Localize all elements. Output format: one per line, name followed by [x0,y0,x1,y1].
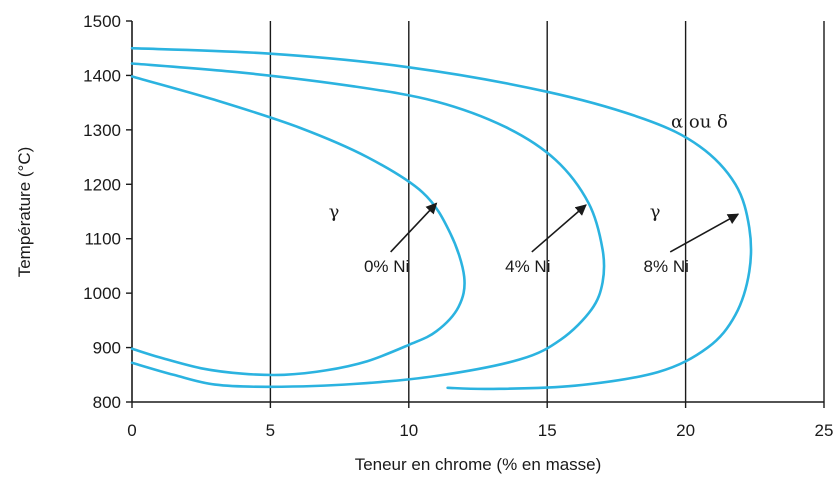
x-tick-label-5: 5 [266,421,275,440]
y-tick-label-800: 800 [93,393,121,412]
annotation-label-0: γ [329,202,340,223]
annotation-label-1: γ [650,202,661,223]
x-tick-label-20: 20 [676,421,695,440]
annotation-label-4: 4% Ni [505,257,550,276]
y-tick-label-1000: 1000 [83,284,121,303]
series-line-8pct-ni [130,46,753,391]
annotation-arrow-4 [531,204,587,253]
x-tick-label-0: 0 [127,421,136,440]
y-tick-label-1500: 1500 [83,12,121,31]
annotation-arrow-3 [390,202,438,253]
annotation-label-3: 0% Ni [364,257,409,276]
x-axis-title: Teneur en chrome (% en masse) [355,455,602,474]
series-line-4pct-ni [130,62,606,389]
series-layer [130,46,753,391]
x-tick-label-25: 25 [815,421,834,440]
annotation-layer: γ γ α ou δ 0% Ni 4% Ni 8% Ni [329,112,740,276]
series-line-0pct-ni [130,75,466,377]
x-tick-label-10: 10 [399,421,418,440]
ticks-layer: 800 900 1000 1100 1200 1300 1400 1500 0 5 10 15 20 25 [83,12,833,440]
y-tick-label-1100: 1100 [84,230,121,249]
y-tick-label-1200: 1200 [83,175,121,194]
annotation-label-2: α ou δ [671,112,728,133]
x-tick-label-15: 15 [538,421,557,440]
y-tick-label-1400: 1400 [83,66,121,85]
axes-layer [131,21,824,403]
grid-layer [269,21,825,402]
y-axis-title: Température (°C) [15,147,34,278]
annotation-arrow-5 [669,213,740,253]
annotation-label-5: 8% Ni [644,257,689,276]
y-tick-label-1300: 1300 [83,121,121,140]
y-tick-label-900: 900 [93,339,121,358]
